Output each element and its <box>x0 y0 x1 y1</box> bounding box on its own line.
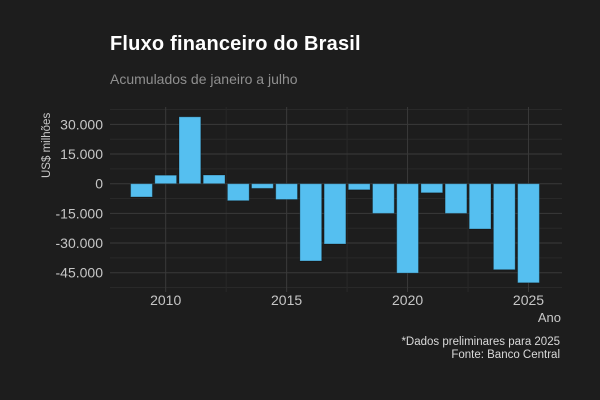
bar-2012 <box>202 174 226 185</box>
footnote: *Dados preliminares para 2025 <box>401 336 560 348</box>
x-tick-2015: 2015 <box>271 292 302 308</box>
x-axis-title: Ano <box>538 310 561 325</box>
x-axis-tick-labels: 2010 2015 2020 2025 <box>150 292 544 308</box>
chart-subtitle: Acumulados de janeiro a julho <box>110 71 298 87</box>
bar-2024 <box>492 183 516 271</box>
x-tick-2025: 2025 <box>513 292 544 308</box>
footer-annotations: *Dados preliminares para 2025 Fonte: Ban… <box>401 336 560 361</box>
bar-2017 <box>323 183 347 245</box>
bar-2013 <box>226 183 250 202</box>
y-tick--30.000: -30.000 <box>56 235 104 251</box>
bar-2025 <box>517 183 540 284</box>
bar-2022 <box>444 183 468 214</box>
bar-2016 <box>299 183 323 262</box>
x-tick-2010: 2010 <box>150 292 181 308</box>
y-axis-title: US$ milhões <box>41 113 53 178</box>
bar-2015 <box>275 183 299 200</box>
y-tick--15.000: -15.000 <box>56 205 104 221</box>
bar-2023 <box>468 183 492 230</box>
bar-series <box>130 116 540 284</box>
bar-2009 <box>130 183 153 198</box>
bar-2019 <box>372 183 395 214</box>
bar-2010 <box>154 174 178 185</box>
chart-title: Fluxo financeiro do Brasil <box>110 33 361 55</box>
source-credit: Fonte: Banco Central <box>451 348 560 361</box>
bar-2021 <box>420 183 444 194</box>
y-tick-0: 0 <box>95 176 103 192</box>
bar-2011 <box>178 116 202 185</box>
x-tick-2020: 2020 <box>392 292 423 308</box>
y-tick-15.000: 15.000 <box>60 146 103 162</box>
bar-2020 <box>396 183 420 274</box>
y-tick-30.000: 30.000 <box>60 116 103 132</box>
bar-2014 <box>251 183 274 189</box>
y-axis-tick-labels: 30.000 15.000 0 -15.000 -30.000 -45.000 <box>56 116 104 280</box>
y-tick--45.000: -45.000 <box>56 265 104 281</box>
bar-2018 <box>347 183 371 191</box>
